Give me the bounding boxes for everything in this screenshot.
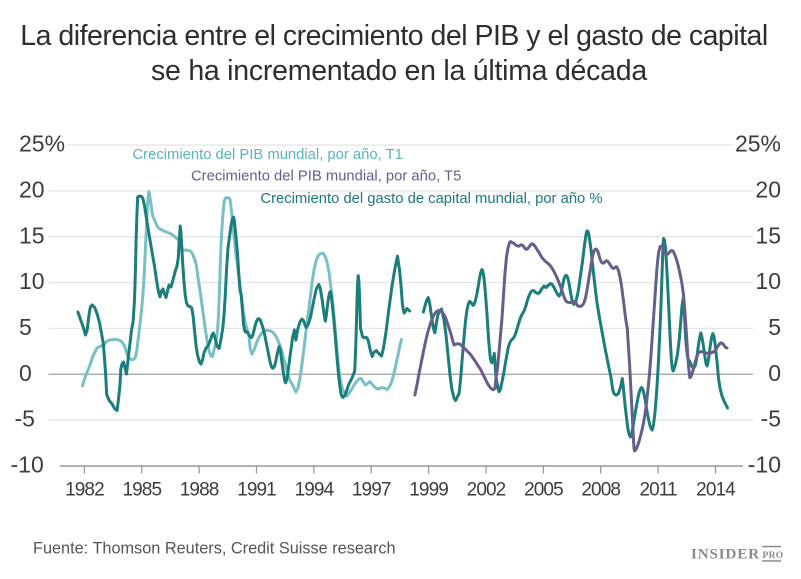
svg-text:Crecimiento del gasto de capit: Crecimiento del gasto de capital mundial… bbox=[260, 191, 602, 207]
svg-text:1982: 1982 bbox=[65, 480, 104, 501]
svg-text:1999: 1999 bbox=[409, 480, 448, 501]
svg-text:15: 15 bbox=[19, 222, 45, 248]
svg-text:5: 5 bbox=[768, 314, 781, 340]
svg-text:PRO: PRO bbox=[763, 551, 784, 561]
svg-text:La diferencia entre el crecimi: La diferencia entre el crecimiento del P… bbox=[20, 20, 767, 52]
svg-text:25%: 25% bbox=[735, 131, 781, 157]
svg-text:1985: 1985 bbox=[122, 480, 161, 501]
svg-text:-10: -10 bbox=[748, 452, 781, 478]
svg-text:5: 5 bbox=[19, 314, 32, 340]
svg-text:15: 15 bbox=[755, 222, 781, 248]
svg-text:0: 0 bbox=[768, 360, 781, 386]
svg-text:1994: 1994 bbox=[295, 480, 335, 501]
svg-text:25%: 25% bbox=[19, 131, 65, 157]
svg-text:20: 20 bbox=[19, 177, 45, 203]
svg-text:2005: 2005 bbox=[524, 480, 563, 501]
svg-text:-10: -10 bbox=[11, 452, 44, 478]
svg-text:20: 20 bbox=[755, 177, 781, 203]
svg-text:-5: -5 bbox=[15, 406, 35, 432]
svg-text:2011: 2011 bbox=[639, 480, 677, 501]
svg-text:Crecimiento del PIB mundial, p: Crecimiento del PIB mundial, por año, T1 bbox=[133, 147, 403, 163]
svg-text:2008: 2008 bbox=[581, 480, 620, 501]
svg-text:1997: 1997 bbox=[352, 480, 391, 501]
svg-text:INSIDER: INSIDER bbox=[691, 546, 760, 563]
svg-text:Crecimiento del PIB mundial, p: Crecimiento del PIB mundial, por año, T5 bbox=[191, 169, 461, 185]
svg-text:2014: 2014 bbox=[696, 480, 736, 501]
svg-text:Fuente: Thomson Reuters, Credi: Fuente: Thomson Reuters, Credit Suisse r… bbox=[33, 540, 396, 558]
svg-text:1991: 1991 bbox=[237, 480, 276, 501]
svg-text:1988: 1988 bbox=[180, 480, 219, 501]
svg-text:se ha incrementado en la últim: se ha incrementado en la última década bbox=[151, 55, 647, 87]
svg-text:0: 0 bbox=[19, 360, 32, 386]
svg-text:10: 10 bbox=[755, 268, 781, 294]
svg-text:-5: -5 bbox=[761, 406, 781, 432]
svg-text:2002: 2002 bbox=[467, 480, 506, 501]
svg-text:10: 10 bbox=[19, 268, 45, 294]
